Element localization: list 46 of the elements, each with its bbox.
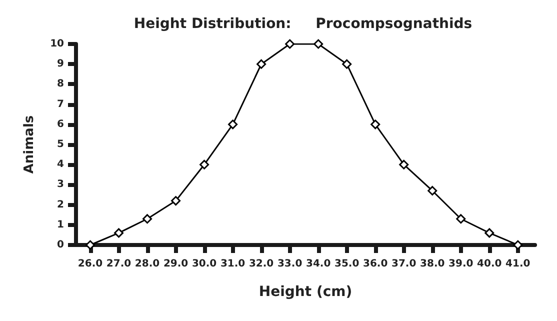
y-tick-label: 1 [57,219,64,230]
y-tick-label: 4 [57,159,64,170]
x-tick-label: 27.0 [106,258,132,270]
x-tick-label: 38.0 [420,258,445,270]
y-tick-label: 5 [57,139,64,150]
chart-title: Height Distribution: Procompsognathids [134,16,472,32]
point [114,228,124,238]
y-tick-label: 9 [57,58,64,70]
x-tick-label: 31.0 [220,258,246,270]
point [428,186,438,196]
y-tick-label: 7 [57,98,64,110]
point [456,214,466,224]
point [256,59,266,69]
x-tick-label: 33.0 [277,258,302,270]
point [228,120,238,130]
x-tick-label: 29.0 [163,258,188,270]
point [171,196,181,206]
x-tick-label: 35.0 [334,258,360,270]
y-tick-label: 6 [57,118,64,130]
point [513,240,523,250]
x-tick-label: 36.0 [363,258,388,270]
y-tick-label: 2 [57,199,64,210]
x-tick-label: 28.0 [134,258,160,270]
y-tick-label: 10 [50,38,64,50]
y-tick-label: 0 [57,240,64,250]
point [314,39,324,49]
y-tick-label: 8 [57,78,64,90]
x-tick-label: 40.0 [477,258,502,270]
point [142,214,152,224]
point [285,39,295,49]
x-tick-label: 30.0 [192,258,217,270]
point [342,59,352,69]
x-tick-label: 37.0 [392,258,416,270]
x-tick-label: 34.0 [306,258,331,270]
point [370,120,380,130]
x-tick-label: 32.0 [248,258,274,270]
point [86,240,96,250]
point [200,160,210,170]
x-tick-label: 41.0 [506,258,530,270]
x-tick-label: 26.0 [78,258,103,270]
x-tick-label: 39.0 [448,258,474,270]
point [399,160,409,170]
y-axis-title: Animals [22,115,37,174]
point [484,228,494,238]
y-tick-label: 3 [57,179,64,190]
x-axis-title: Height (cm) [258,284,352,300]
